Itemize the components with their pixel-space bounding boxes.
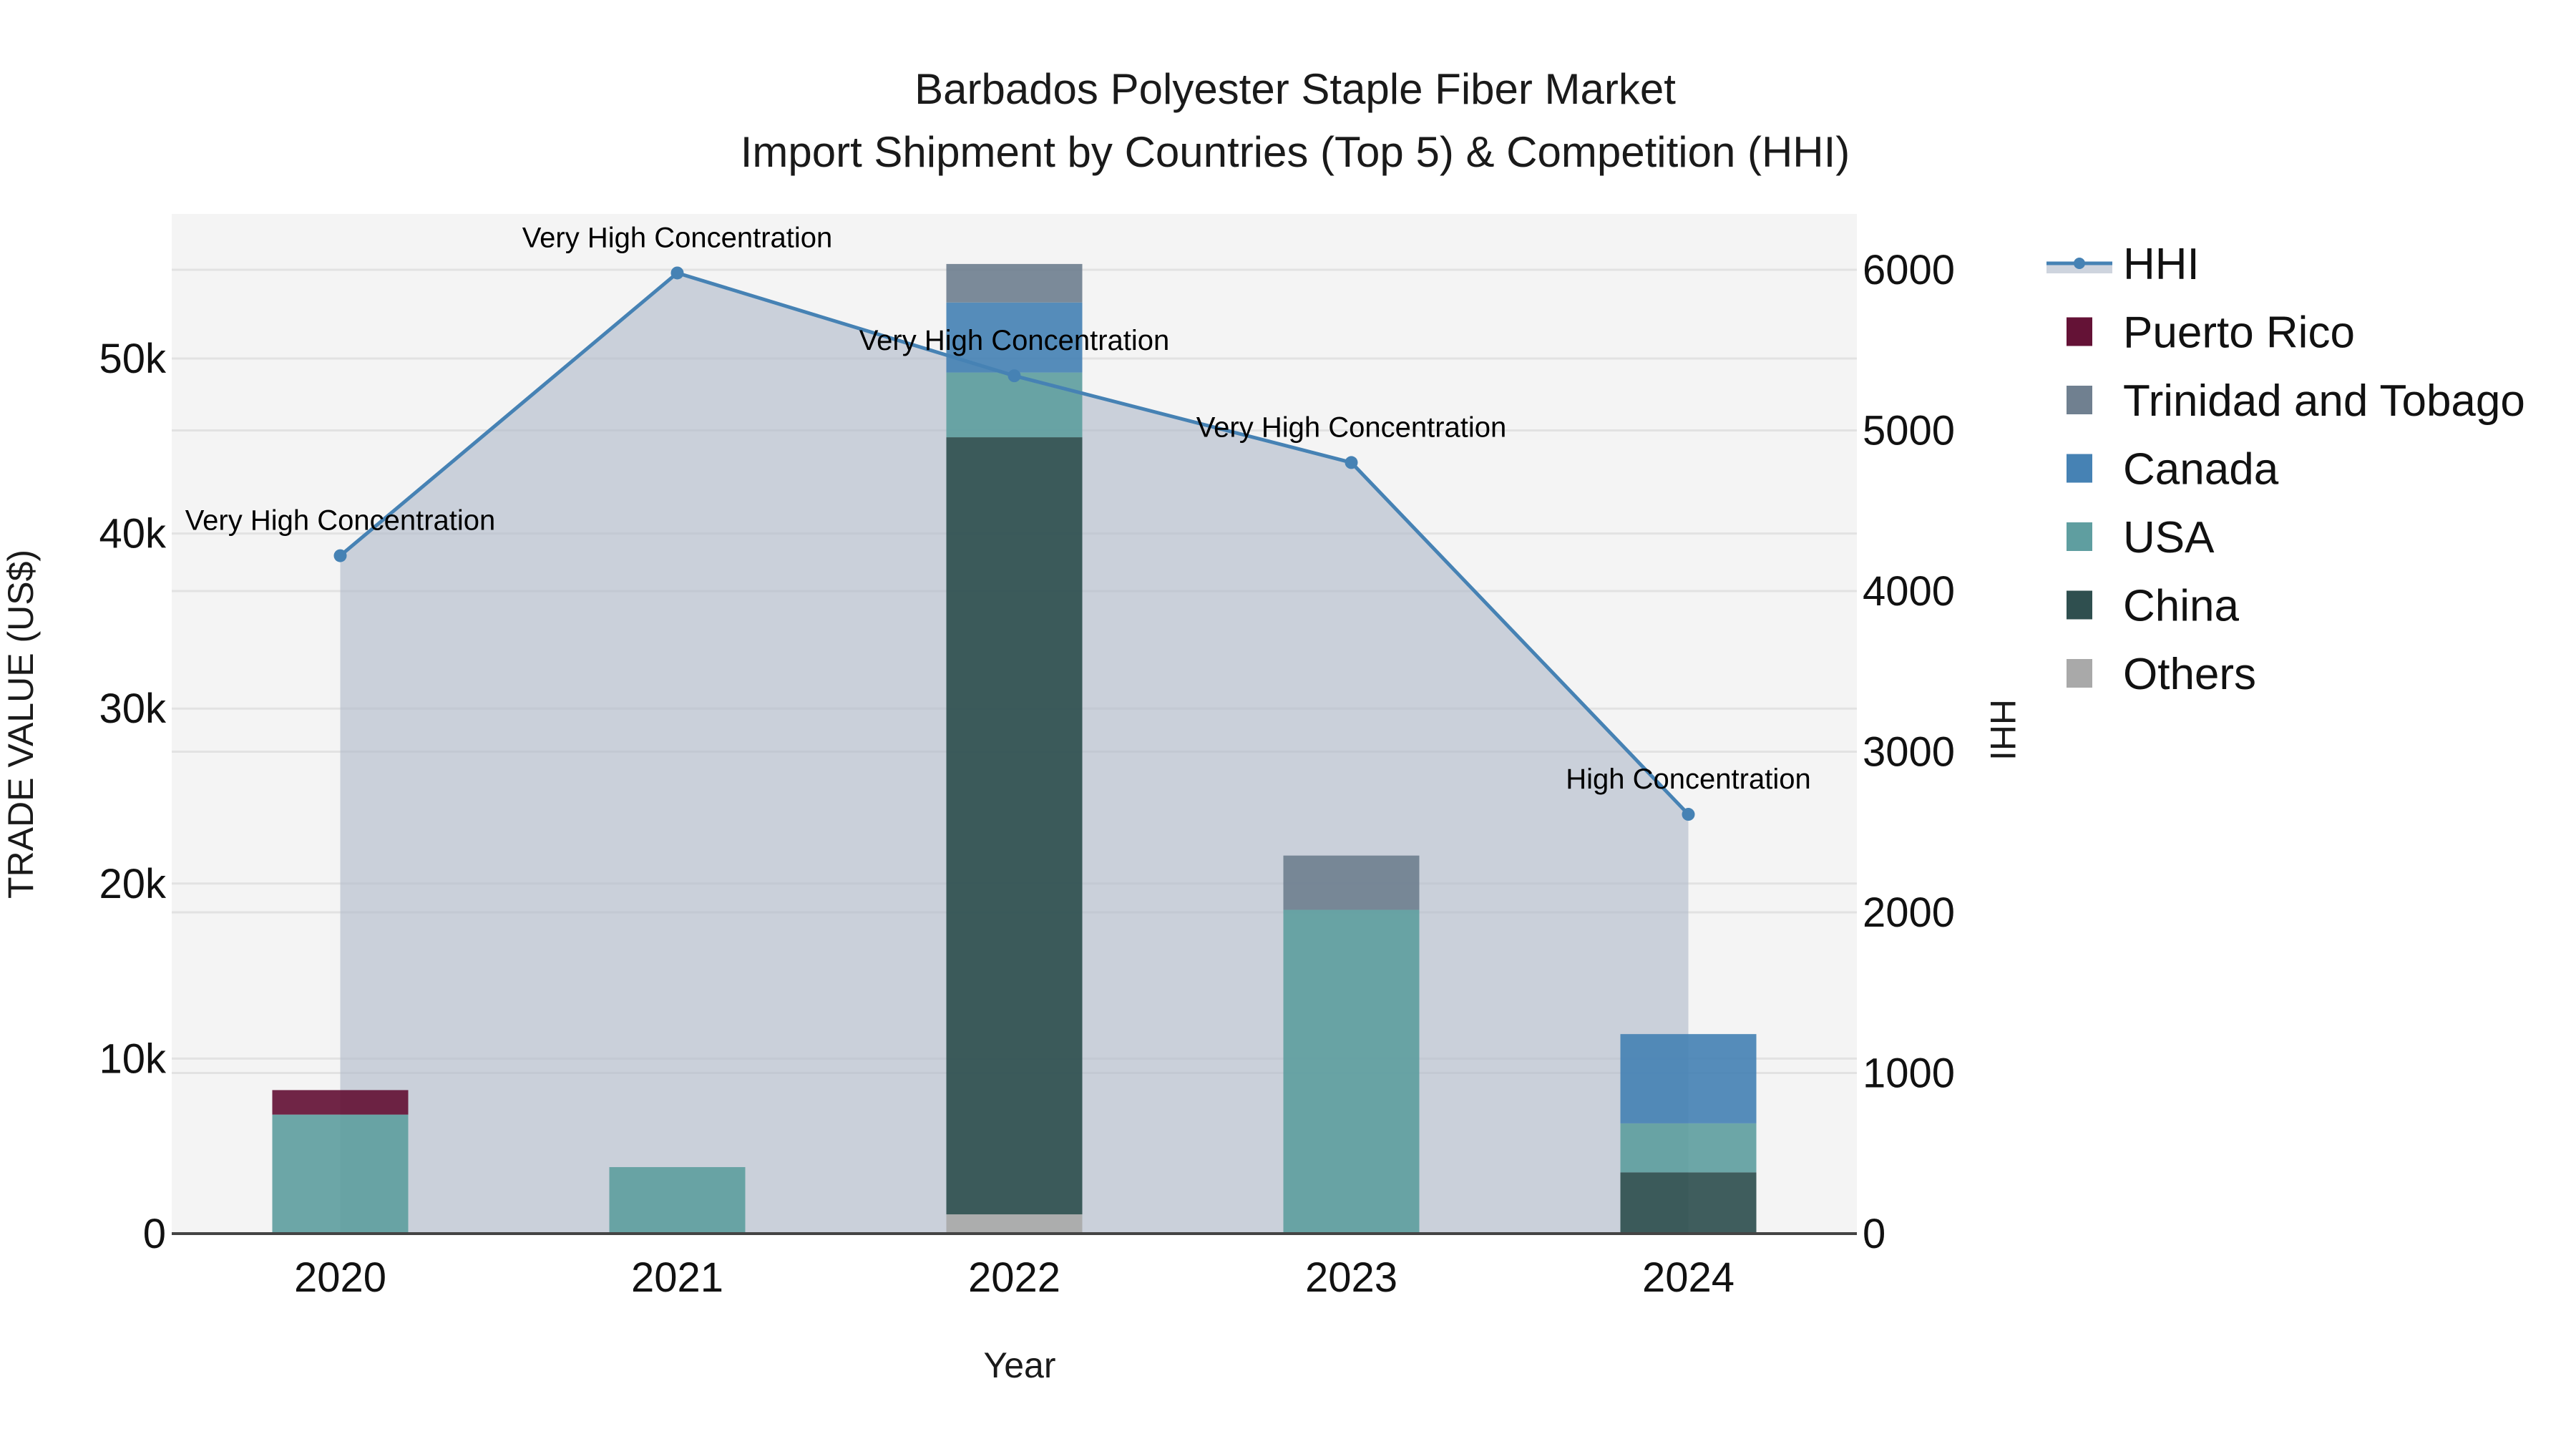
hhi-line: [333, 266, 1695, 821]
bar-segment-usa[interactable]: [609, 1167, 746, 1234]
hhi-annotation: High Concentration: [1566, 763, 1810, 795]
y-right-tick-label: 3000: [1863, 729, 1955, 776]
bar-segment-puerto-rico[interactable]: [272, 1090, 409, 1115]
legend-item-trinidad-and-tobago[interactable]: Trinidad and Tobago: [2067, 376, 2525, 426]
bar-segment-usa[interactable]: [272, 1114, 409, 1234]
y-left-tick-label: 40k: [99, 511, 167, 557]
legend-item-usa[interactable]: USA: [2067, 513, 2215, 562]
legend-label: Canada: [2123, 445, 2279, 494]
x-tick-label: 2024: [1642, 1254, 1735, 1301]
x-tick-label: 2021: [631, 1254, 723, 1301]
x-tick-label: 2020: [294, 1254, 386, 1301]
y-axis-left-title: TRADE VALUE (US$): [1, 550, 41, 899]
y-axis-right-ticks: 0 1000 2000 3000 4000 5000 6000: [1863, 247, 1955, 1257]
hhi-annotation: Very High Concentration: [859, 325, 1170, 356]
x-axis-ticks: 2020 2021 2022 2023 2024: [294, 1254, 1735, 1301]
hhi-marker[interactable]: [670, 266, 684, 280]
bar-segment-trinidad-and-tobago[interactable]: [946, 263, 1083, 303]
y-right-tick-label: 2000: [1863, 889, 1955, 936]
legend-swatch-icon: [2067, 317, 2092, 346]
legend-marker-icon: [2074, 258, 2085, 269]
hhi-marker[interactable]: [333, 549, 347, 562]
bar-segment-usa[interactable]: [1620, 1123, 1757, 1173]
hhi-annotation: Very High Concentration: [1196, 411, 1507, 443]
bar-segment-others[interactable]: [946, 1214, 1083, 1234]
legend-item-hhi[interactable]: HHI: [2046, 240, 2200, 289]
y-left-tick-label: 0: [143, 1211, 166, 1257]
y-right-tick-label: 0: [1863, 1211, 1885, 1257]
legend-swatch-icon: [2067, 659, 2092, 688]
y-left-tick-label: 20k: [99, 861, 167, 907]
bar-segment-usa[interactable]: [1283, 909, 1420, 1234]
x-axis-title: Year: [983, 1345, 1055, 1385]
y-left-tick-label: 30k: [99, 686, 167, 732]
x-tick-label: 2023: [1305, 1254, 1397, 1301]
y-left-tick-label: 50k: [99, 336, 167, 382]
y-right-tick-label: 1000: [1863, 1050, 1955, 1097]
hhi-annotations: Very High Concentration Very High Concent…: [185, 222, 1811, 795]
legend-label: USA: [2123, 513, 2215, 562]
bar-segment-china[interactable]: [1620, 1172, 1757, 1234]
chart-title-line2: Import Shipment by Countries (Top 5) & C…: [741, 128, 1850, 176]
legend-label: HHI: [2123, 240, 2200, 289]
bar-segment-usa[interactable]: [946, 372, 1083, 438]
y-right-tick-label: 6000: [1863, 247, 1955, 293]
bar-segment-trinidad-and-tobago[interactable]: [1283, 855, 1420, 910]
y-axis-left-ticks: 0 10k 20k 30k 40k 50k: [99, 336, 167, 1257]
legend-item-canada[interactable]: Canada: [2067, 445, 2279, 494]
hhi-annotation: Very High Concentration: [522, 222, 833, 253]
y-right-tick-label: 5000: [1863, 408, 1955, 454]
legend-label: Puerto Rico: [2123, 308, 2355, 358]
legend-item-puerto-rico[interactable]: Puerto Rico: [2067, 308, 2355, 358]
hhi-marker[interactable]: [1345, 456, 1358, 469]
legend-label: China: [2123, 582, 2240, 631]
hhi-marker[interactable]: [1008, 369, 1021, 383]
chart-title-line1: Barbados Polyester Staple Fiber Market: [914, 65, 1676, 113]
hhi-annotation: Very High Concentration: [185, 505, 496, 537]
legend-swatch-icon: [2067, 454, 2092, 483]
y-axis-right-title: HHI: [1983, 699, 2023, 761]
legend-item-china[interactable]: China: [2067, 582, 2240, 631]
y-right-tick-label: 4000: [1863, 568, 1955, 615]
legend-swatch-icon: [2067, 590, 2092, 620]
legend-swatch-icon: [2067, 522, 2092, 551]
legend-swatch-icon: [2067, 386, 2092, 414]
legend-label: Others: [2123, 650, 2256, 699]
bar-segment-canada[interactable]: [1620, 1034, 1757, 1123]
hhi-marker[interactable]: [1682, 808, 1695, 821]
stacked-bars: [272, 263, 1757, 1234]
x-tick-label: 2022: [968, 1254, 1060, 1301]
y-left-tick-label: 10k: [99, 1035, 167, 1082]
legend: HHI Puerto Rico Trinidad and Tobago Canada U…: [2046, 240, 2525, 699]
legend-label: Trinidad and Tobago: [2123, 376, 2525, 426]
bar-segment-china[interactable]: [946, 437, 1083, 1215]
legend-item-others[interactable]: Others: [2067, 650, 2256, 699]
